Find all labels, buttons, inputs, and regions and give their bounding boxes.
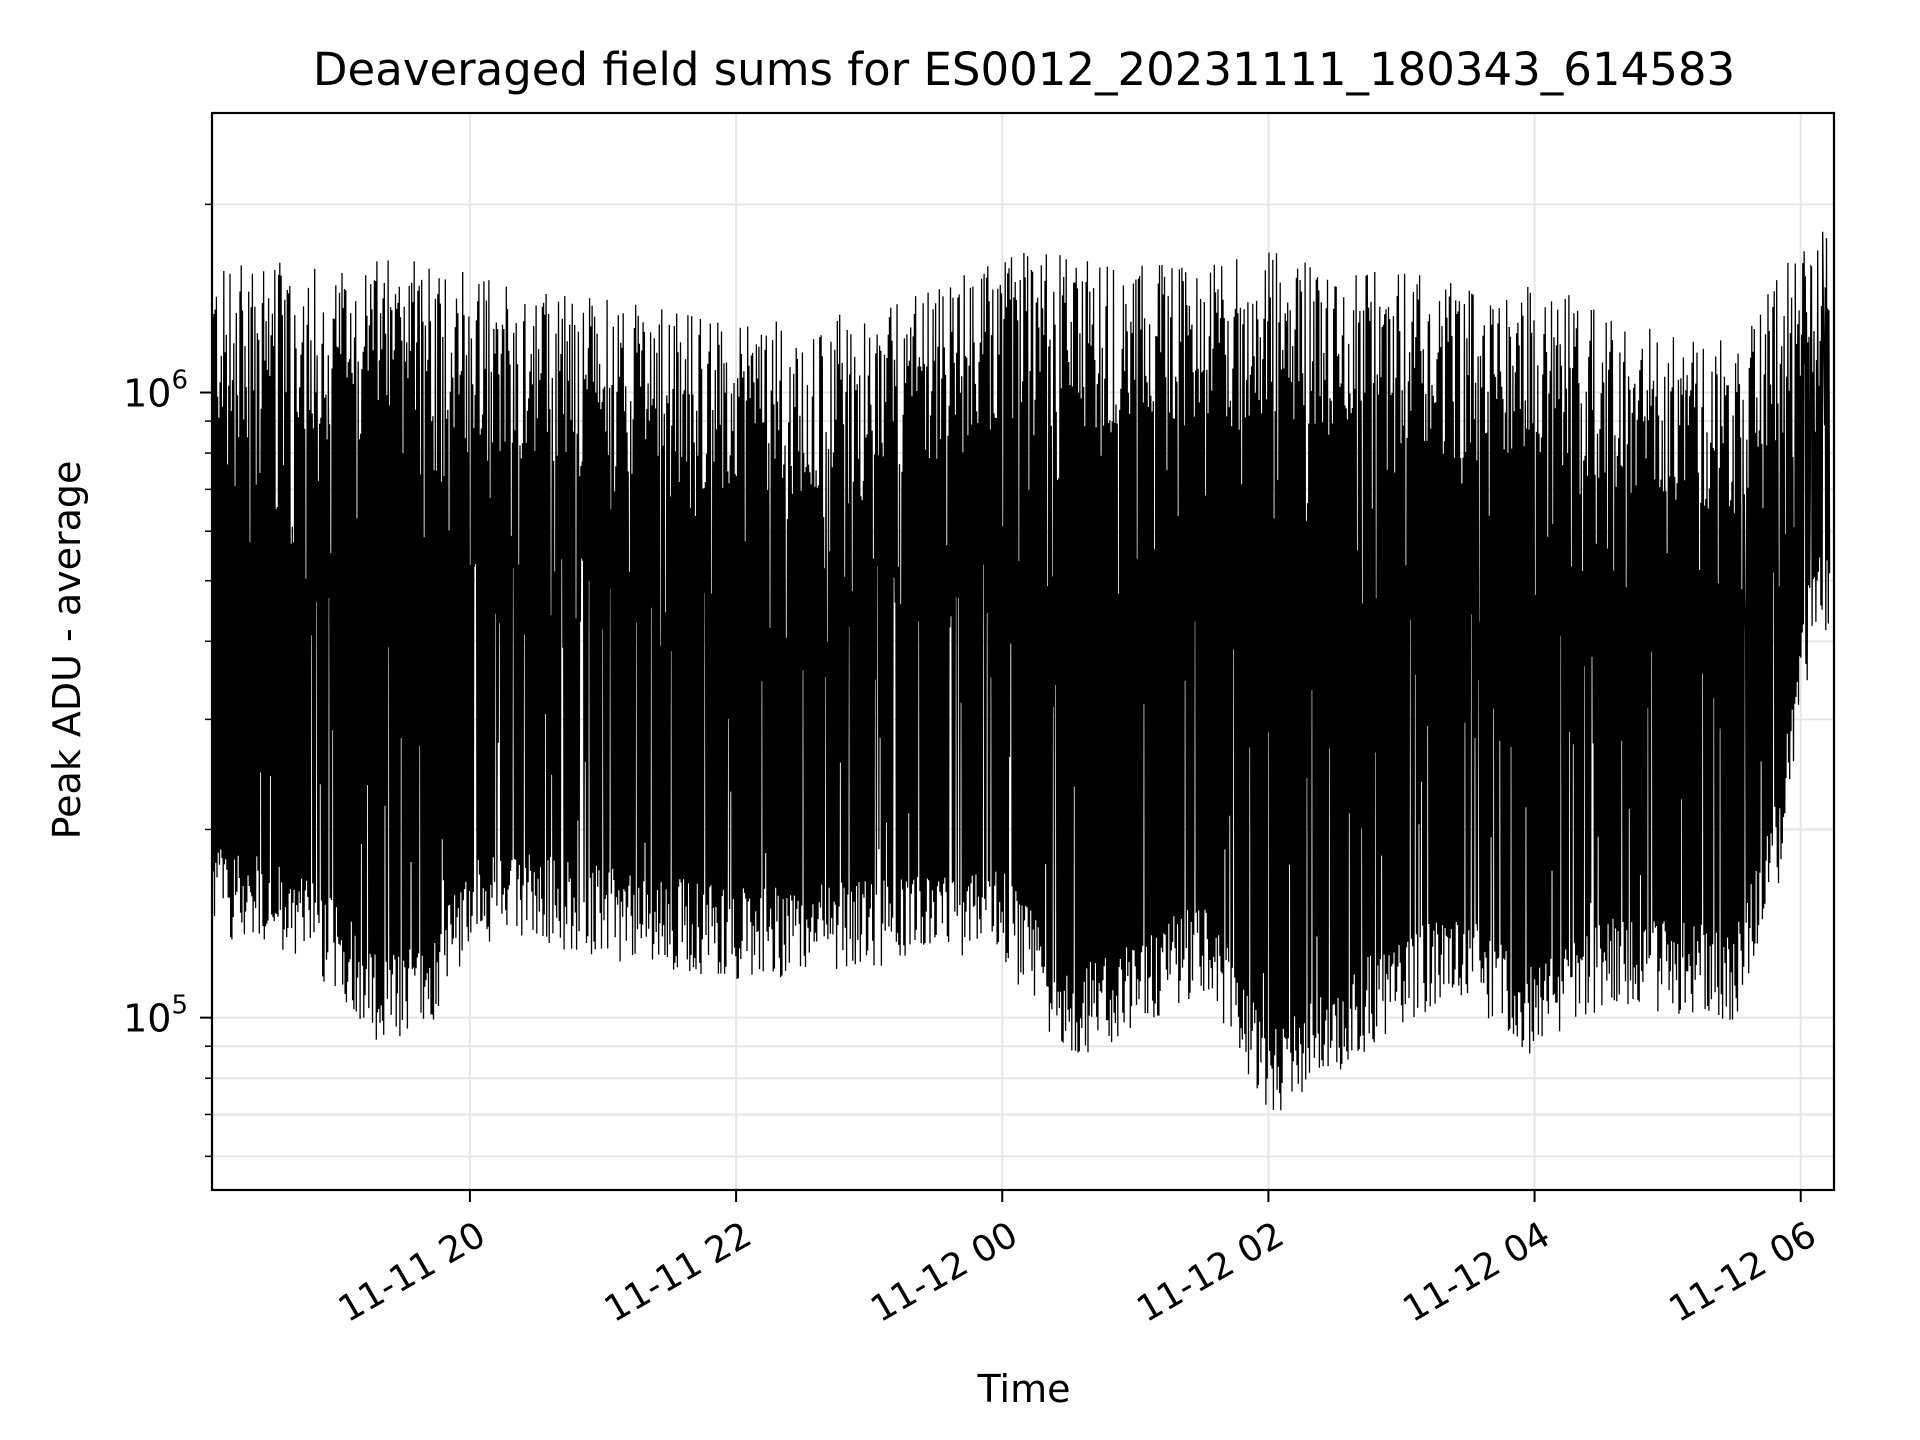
x-tick-label: 11-11 22 xyxy=(598,1214,759,1330)
x-tick-label: 11-12 00 xyxy=(864,1214,1025,1330)
x-axis-label: Time xyxy=(977,1367,1071,1411)
y-tick-base: 10 xyxy=(123,997,171,1041)
y-axis-label: Peak ADU - average xyxy=(45,461,89,840)
data-layer xyxy=(211,231,1831,1111)
x-tick-label: 11-12 06 xyxy=(1663,1214,1824,1330)
plot-frame xyxy=(210,111,1836,1192)
x-tick-label: 11-12 04 xyxy=(1396,1214,1557,1330)
y-tick-base: 10 xyxy=(123,372,171,416)
chart-title: Deaveraged field sums for ES0012_2023111… xyxy=(313,43,1735,96)
x-tick-label: 11-12 02 xyxy=(1130,1214,1291,1330)
series-line xyxy=(211,231,1831,1111)
y-tick-exponent: 6 xyxy=(171,366,188,396)
y-tick-label: 106 xyxy=(123,366,188,416)
x-tick-label: 11-11 20 xyxy=(332,1214,493,1330)
y-tick-label: 105 xyxy=(123,991,188,1041)
y-tick-exponent: 5 xyxy=(171,991,188,1021)
